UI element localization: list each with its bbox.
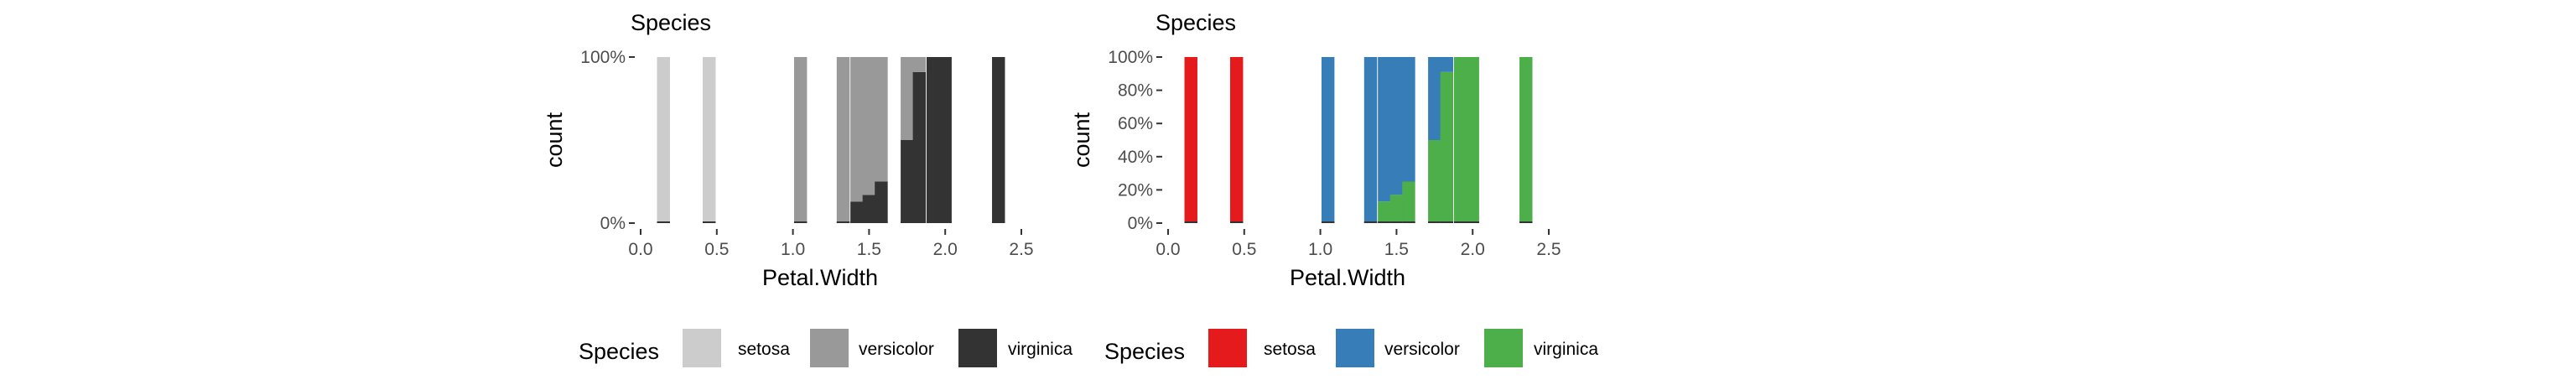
bar-versicolor-4 <box>1378 57 1391 202</box>
bar-virginica-8 <box>1440 71 1454 223</box>
y-tick-label: 20% <box>1118 180 1153 200</box>
legend-label-virginica: virginica <box>1008 340 1072 359</box>
x-tick-label: 1.0 <box>1308 240 1332 259</box>
legend-key-setosa <box>683 329 721 367</box>
bar-versicolor-8 <box>912 57 927 72</box>
bar-virginica-4 <box>1378 201 1391 223</box>
bar-versicolor-2 <box>793 57 808 223</box>
legend-key-virginica <box>1484 329 1523 367</box>
x-tick-label: 2.5 <box>1536 240 1561 259</box>
y-tick-label: 80% <box>1118 81 1153 101</box>
bar-virginica-10 <box>1466 57 1479 223</box>
x-tick-label: 1.5 <box>857 240 881 259</box>
bar-versicolor-8 <box>1440 57 1454 72</box>
x-tick-label: 1.0 <box>781 240 805 259</box>
bar-virginica-9 <box>926 57 940 223</box>
bar-versicolor-6 <box>875 57 888 182</box>
x-tick-label: 0.5 <box>1232 240 1256 259</box>
y-tick-label: 40% <box>1118 148 1153 167</box>
bar-virginica-11 <box>992 57 1005 223</box>
x-tick-label: 2.5 <box>1009 240 1033 259</box>
bar-versicolor-7 <box>901 57 914 140</box>
x-axis-title: Petal.Width <box>762 265 878 290</box>
bar-virginica-7 <box>1428 140 1441 223</box>
x-tick-label: 2.0 <box>1461 240 1485 259</box>
legend-title: Species <box>1104 339 1185 364</box>
legend-label-setosa: setosa <box>1264 340 1316 359</box>
legend-title: Species <box>579 339 659 364</box>
bar-setosa-0 <box>657 57 670 223</box>
chart-panel-1: Species 0% 100% 0.0 0.5 1.0 1.5 2.0 2.5 Petal.Wid… <box>542 10 1072 367</box>
y-axis-title: count <box>1069 112 1094 168</box>
bar-versicolor-6 <box>1402 57 1415 182</box>
legend-key-versicolor <box>810 329 849 367</box>
bar-versicolor-5 <box>1389 57 1404 195</box>
bar-versicolor-5 <box>862 57 876 195</box>
x-tick-label: 0.5 <box>704 240 729 259</box>
bar-virginica-11 <box>1519 57 1533 223</box>
legend-key-versicolor <box>1336 329 1374 367</box>
x-tick-label: 0.0 <box>628 240 652 259</box>
legend-label-virginica: virginica <box>1534 340 1598 359</box>
bar-virginica-4 <box>850 201 864 223</box>
bar-versicolor-2 <box>1321 57 1335 223</box>
x-tick-label: 1.5 <box>1384 240 1409 259</box>
legend-label-versicolor: versicolor <box>859 340 934 359</box>
x-tick-label: 2.0 <box>933 240 958 259</box>
chart-panel-2: Species 0% 20% 40% 60% 80% 100% 0.0 0.5 1.0 1.5 2.0… <box>1069 10 1598 367</box>
bar-versicolor-3 <box>1363 57 1378 223</box>
bar-virginica-7 <box>901 140 914 223</box>
y-tick-label: 100% <box>580 48 626 67</box>
bar-virginica-9 <box>1453 57 1467 223</box>
legend-label-versicolor: versicolor <box>1384 340 1460 359</box>
legend-key-virginica <box>958 329 997 367</box>
bar-virginica-6 <box>1402 181 1415 223</box>
chart-title: Species <box>1156 10 1236 35</box>
y-tick-label: 100% <box>1108 48 1153 67</box>
bar-virginica-10 <box>938 57 952 223</box>
bar-virginica-6 <box>875 181 888 223</box>
bar-virginica-5 <box>862 195 876 223</box>
bar-setosa-1 <box>1230 57 1244 223</box>
bar-versicolor-3 <box>836 57 850 223</box>
y-tick-label: 60% <box>1118 114 1153 133</box>
bar-virginica-5 <box>1389 195 1404 223</box>
bar-virginica-8 <box>912 71 927 223</box>
legend: Species setosa versicolor virginica <box>1104 329 1598 367</box>
x-axis-title: Petal.Width <box>1290 265 1405 290</box>
y-tick-label: 0% <box>600 214 626 233</box>
y-axis-title: count <box>542 112 567 168</box>
legend: Species setosa versicolor virginica <box>579 329 1072 367</box>
legend-label-setosa: setosa <box>738 340 790 359</box>
bar-versicolor-7 <box>1428 57 1441 140</box>
y-tick-label: 0% <box>1128 214 1153 233</box>
bar-setosa-1 <box>703 57 716 223</box>
bar-versicolor-4 <box>850 57 864 202</box>
bar-setosa-0 <box>1184 57 1197 223</box>
legend-key-setosa <box>1208 329 1247 367</box>
x-tick-label: 0.0 <box>1156 240 1180 259</box>
chart-title: Species <box>631 10 711 35</box>
